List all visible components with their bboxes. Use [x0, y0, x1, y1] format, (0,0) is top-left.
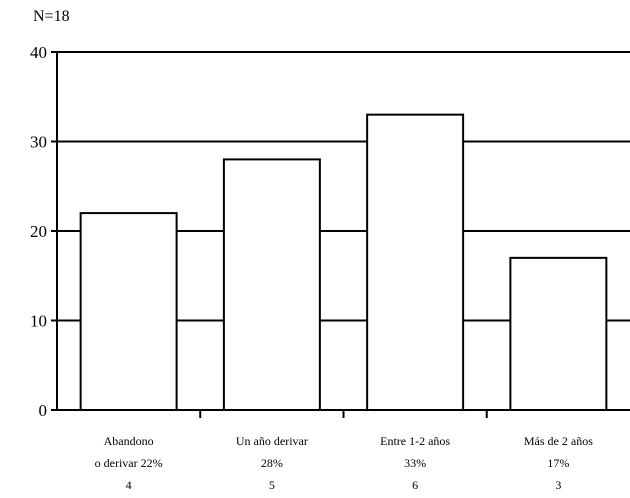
- category-label-2-line-0: Entre 1-2 años: [380, 434, 450, 448]
- category-label-0-line-1: o derivar 22%: [95, 456, 163, 470]
- bar-2: [366, 113, 465, 412]
- sample-size-note: N=18: [33, 8, 70, 25]
- y-tick-label-2: 20: [30, 222, 47, 241]
- bar-3: [509, 256, 608, 411]
- category-label-3-line-0: Más de 2 años: [524, 434, 593, 448]
- bar-1: [222, 158, 321, 411]
- bar-0: [79, 212, 178, 411]
- category-label-3-line-2: 3: [555, 478, 561, 492]
- category-label-0-line-2: 4: [126, 478, 132, 492]
- category-label-2-line-2: 6: [412, 478, 418, 492]
- category-label-3-line-1: 17%: [547, 456, 569, 470]
- category-label-1-line-1: 28%: [261, 456, 283, 470]
- category-label-1-line-0: Un año derivar: [236, 434, 308, 448]
- category-label-1-line-2: 5: [269, 478, 275, 492]
- y-tick-label-0: 0: [39, 401, 48, 420]
- y-tick-label-1: 10: [30, 312, 47, 331]
- category-label-2-line-1: 33%: [404, 456, 426, 470]
- category-label-0-line-0: Abandono: [104, 434, 154, 448]
- y-tick-label-4: 40: [30, 43, 47, 62]
- y-tick-label-3: 30: [30, 133, 47, 152]
